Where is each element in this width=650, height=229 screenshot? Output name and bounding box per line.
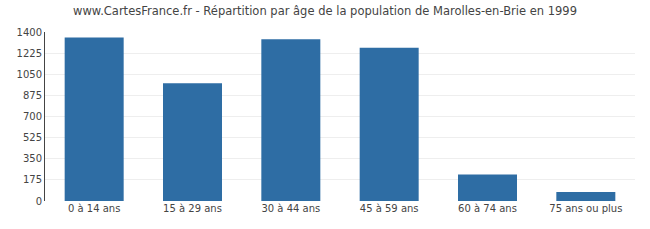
svg-text:175: 175 [23, 174, 42, 185]
svg-text:0 à 14 ans: 0 à 14 ans [68, 203, 120, 214]
svg-text:700: 700 [23, 111, 42, 122]
svg-text:30 à 44 ans: 30 à 44 ans [261, 203, 320, 214]
svg-text:875: 875 [23, 90, 42, 101]
svg-text:0: 0 [36, 196, 42, 207]
svg-text:75 ans ou plus: 75 ans ou plus [549, 203, 622, 214]
svg-text:1400: 1400 [17, 27, 42, 38]
svg-text:1050: 1050 [17, 69, 42, 80]
svg-text:1225: 1225 [17, 48, 42, 59]
svg-text:525: 525 [23, 132, 42, 143]
svg-text:350: 350 [23, 153, 42, 164]
svg-text:45 à 59 ans: 45 à 59 ans [360, 203, 419, 214]
svg-text:www.CartesFrance.fr - Répartit: www.CartesFrance.fr - Répartition par âg… [73, 4, 577, 18]
svg-text:15 à 29 ans: 15 à 29 ans [163, 203, 222, 214]
svg-text:60 à 74 ans: 60 à 74 ans [458, 203, 517, 214]
